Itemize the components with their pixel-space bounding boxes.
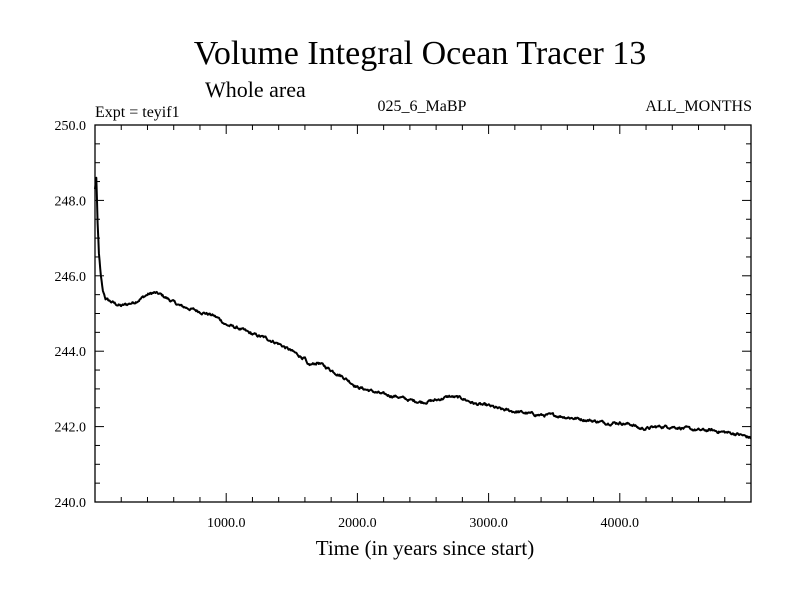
plot-frame: [94, 124, 752, 503]
period-label: 025_6_MaBP: [378, 98, 467, 115]
x-axis-tick-labels: 1000.0 2000.0 3000.0 4000.0: [207, 516, 639, 531]
x-axis-label: Time (in years since start): [316, 536, 535, 560]
y-tick-label: 246.0: [55, 270, 87, 285]
experiment-label: Expt = teyif1: [95, 104, 180, 121]
y-tick-label: 242.0: [55, 421, 87, 436]
y-axis-tick-labels: 240.0 242.0 244.0 246.0 248.0 250.0: [55, 119, 87, 511]
chart-subtitle: Whole area: [205, 77, 306, 102]
x-axis-ticks: [120, 125, 726, 502]
x-tick-label: 3000.0: [469, 516, 508, 531]
x-tick-label: 2000.0: [338, 516, 377, 531]
chart-title: Volume Integral Ocean Tracer 13: [194, 35, 647, 72]
x-tick-label: 1000.0: [207, 516, 246, 531]
series-line: [94, 176, 752, 440]
x-tick-label: 4000.0: [601, 516, 640, 531]
months-label: ALL_MONTHS: [645, 98, 752, 115]
y-tick-label: 250.0: [55, 119, 87, 134]
y-axis-ticks: [95, 124, 751, 503]
y-tick-label: 248.0: [55, 194, 87, 209]
y-tick-label: 244.0: [55, 345, 87, 360]
y-tick-label: 240.0: [55, 496, 87, 511]
